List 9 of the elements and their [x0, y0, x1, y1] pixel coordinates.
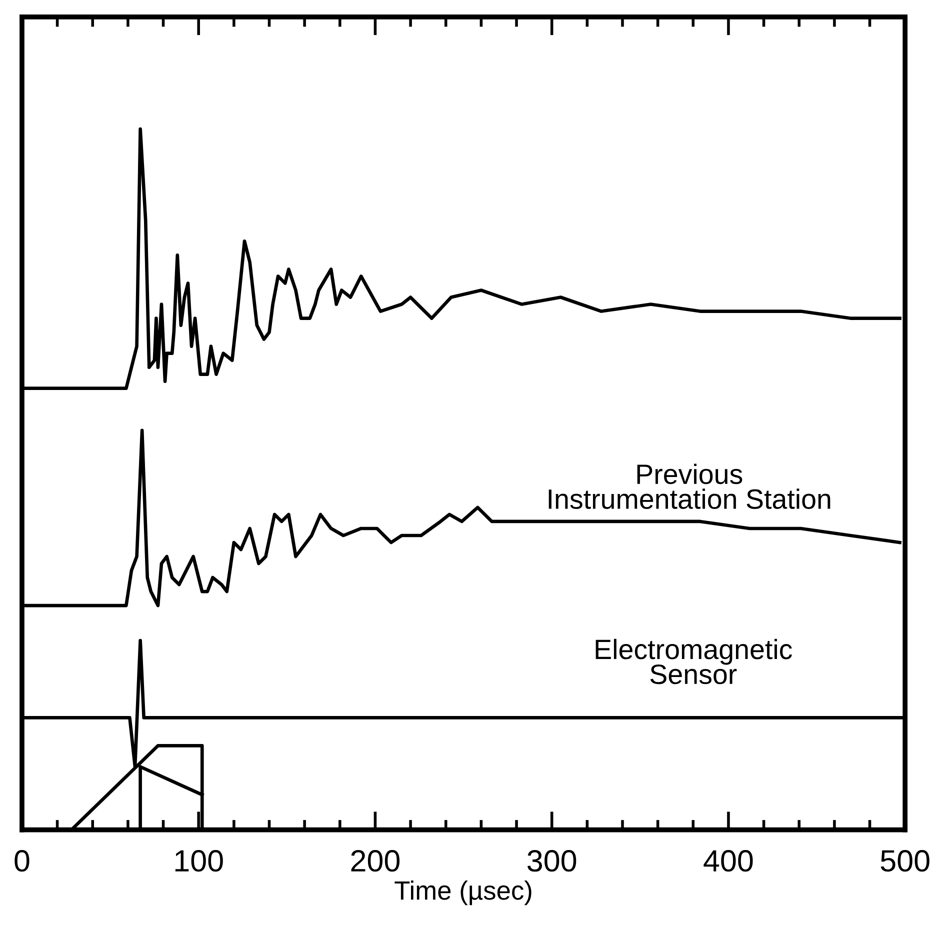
- x-tick-label: 100: [175, 850, 223, 872]
- series-label: Previous Instrumentation Station: [548, 464, 830, 509]
- x-axis-title: Time (µsec): [394, 880, 532, 906]
- x-tick-label: 200: [351, 850, 400, 872]
- x-tick-label: 0: [14, 850, 30, 872]
- x-tick-label: 300: [528, 850, 576, 872]
- series-label: Electromagnetic Sensor: [596, 638, 792, 684]
- x-tick-label: 400: [704, 850, 753, 872]
- x-tick-label: 500: [880, 850, 930, 872]
